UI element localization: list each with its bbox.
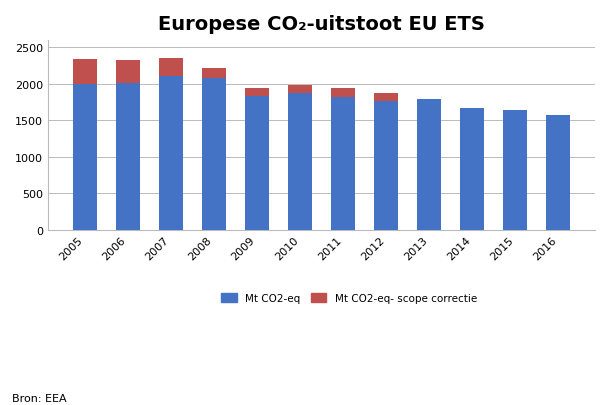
Bar (461, 109, 484, 230)
Legend: Mt CO2-eq, Mt CO2-eq- scope correctie: Mt CO2-eq, Mt CO2-eq- scope correctie (217, 289, 481, 307)
Bar (375, 94, 398, 102)
Bar (331, 89, 355, 98)
Bar (375, 102, 398, 230)
Title: Europese CO₂-uitstoot EU ETS: Europese CO₂-uitstoot EU ETS (158, 15, 485, 34)
Bar (245, 88, 269, 97)
Bar (73, 84, 96, 230)
Bar (288, 94, 312, 230)
Bar (159, 76, 182, 230)
Bar (116, 84, 140, 230)
Bar (245, 97, 269, 230)
Bar (73, 60, 96, 84)
Bar (547, 115, 570, 230)
Bar (503, 111, 527, 230)
Bar (288, 85, 312, 94)
Bar (202, 69, 226, 79)
Bar (116, 61, 140, 84)
Bar (417, 100, 441, 230)
Bar (159, 59, 182, 76)
Text: Bron: EEA: Bron: EEA (12, 393, 67, 403)
Bar (202, 79, 226, 230)
Bar (331, 98, 355, 230)
